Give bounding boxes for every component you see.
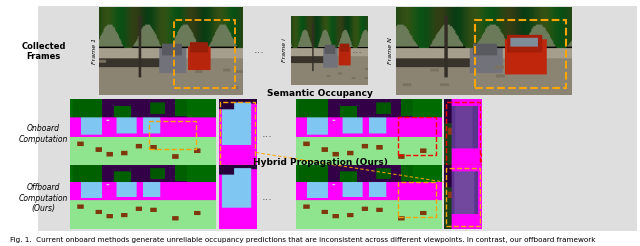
FancyBboxPatch shape — [26, 96, 640, 172]
FancyBboxPatch shape — [26, 170, 640, 232]
Bar — [398, 182, 436, 217]
Text: Onboard
Computation: Onboard Computation — [19, 124, 68, 144]
Text: ...: ... — [254, 46, 264, 55]
Bar — [398, 117, 436, 155]
Text: Frame N: Frame N — [388, 38, 393, 64]
Bar — [174, 20, 234, 88]
Text: ...: ... — [262, 129, 273, 138]
Text: Offboard
Computation
(Ours): Offboard Computation (Ours) — [19, 183, 68, 213]
FancyBboxPatch shape — [26, 4, 640, 100]
Bar — [149, 121, 196, 149]
Bar — [475, 20, 566, 88]
Text: ...: ... — [352, 46, 362, 55]
Text: Frame i: Frame i — [282, 38, 287, 62]
Text: Collected
Frames: Collected Frames — [21, 42, 66, 61]
Text: Fig. 1.  Current onboard methods generate unreliable occupancy predictions that : Fig. 1. Current onboard methods generate… — [10, 237, 595, 243]
Text: Frame 1: Frame 1 — [92, 38, 97, 64]
Text: Semantic Occupancy: Semantic Occupancy — [267, 89, 373, 98]
Text: Hybrid Propagation (Ours): Hybrid Propagation (Ours) — [253, 158, 387, 167]
Text: ...: ... — [262, 192, 273, 202]
